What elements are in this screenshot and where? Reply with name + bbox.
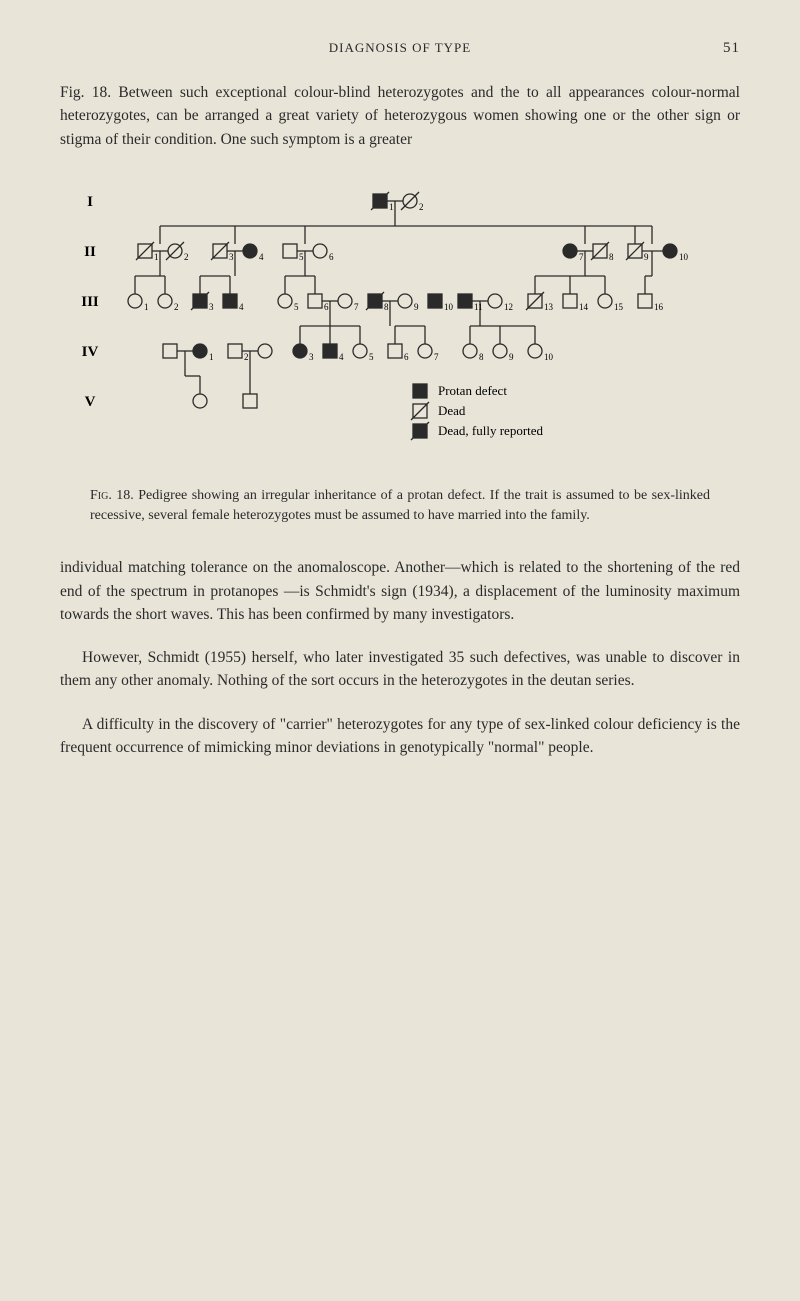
- svg-text:Dead: Dead: [438, 403, 466, 418]
- svg-text:3: 3: [229, 252, 234, 262]
- svg-text:7: 7: [434, 352, 439, 362]
- svg-text:Dead, fully reported: Dead, fully reported: [438, 423, 544, 438]
- svg-text:3: 3: [309, 352, 314, 362]
- svg-text:IV: IV: [82, 344, 99, 360]
- svg-text:II: II: [84, 244, 96, 260]
- paragraph-2: individual matching tolerance on the ano…: [60, 556, 740, 626]
- svg-text:6: 6: [404, 352, 409, 362]
- svg-text:6: 6: [324, 302, 329, 312]
- svg-text:2: 2: [419, 202, 424, 212]
- svg-text:3: 3: [209, 302, 214, 312]
- svg-text:2: 2: [244, 352, 249, 362]
- header-title: DIAGNOSIS OF TYPE: [329, 40, 471, 55]
- figure-caption: Fig. 18. Pedigree showing an irregular i…: [90, 486, 710, 527]
- svg-text:8: 8: [609, 252, 614, 262]
- svg-text:I: I: [87, 194, 93, 210]
- page-number: 51: [723, 40, 740, 57]
- svg-text:4: 4: [339, 352, 344, 362]
- svg-text:4: 4: [239, 302, 244, 312]
- svg-text:1: 1: [209, 352, 214, 362]
- svg-text:10: 10: [679, 252, 689, 262]
- svg-text:5: 5: [369, 352, 374, 362]
- page-header: DIAGNOSIS OF TYPE 51: [60, 40, 740, 56]
- svg-text:8: 8: [479, 352, 484, 362]
- svg-text:1: 1: [154, 252, 159, 262]
- svg-text:6: 6: [329, 252, 334, 262]
- svg-text:7: 7: [354, 302, 359, 312]
- svg-text:13: 13: [544, 302, 554, 312]
- svg-text:9: 9: [414, 302, 419, 312]
- svg-text:7: 7: [579, 252, 584, 262]
- svg-text:1: 1: [389, 202, 394, 212]
- svg-text:15: 15: [614, 302, 624, 312]
- svg-text:2: 2: [184, 252, 189, 262]
- svg-text:1: 1: [144, 302, 149, 312]
- paragraph-3: However, Schmidt (1955) herself, who lat…: [60, 646, 740, 693]
- svg-text:11: 11: [474, 302, 483, 312]
- svg-text:10: 10: [444, 302, 454, 312]
- svg-text:8: 8: [384, 302, 389, 312]
- caption-text: Pedigree showing an irregular inheritanc…: [90, 488, 710, 523]
- svg-text:10: 10: [544, 352, 554, 362]
- svg-text:5: 5: [299, 252, 304, 262]
- svg-text:12: 12: [504, 302, 513, 312]
- svg-text:16: 16: [654, 302, 664, 312]
- svg-text:2: 2: [174, 302, 179, 312]
- svg-text:9: 9: [509, 352, 514, 362]
- page-container: DIAGNOSIS OF TYPE 51 Fig. 18. Between su…: [0, 0, 800, 819]
- svg-text:Protan defect: Protan defect: [438, 383, 507, 398]
- svg-text:5: 5: [294, 302, 299, 312]
- svg-text:V: V: [85, 394, 96, 410]
- pedigree-svg: IIIIIIIVV1212345678910123456789101112131…: [60, 176, 740, 456]
- svg-text:4: 4: [259, 252, 264, 262]
- caption-label: Fig. 18.: [90, 488, 134, 503]
- svg-text:III: III: [81, 294, 99, 310]
- svg-text:9: 9: [644, 252, 649, 262]
- svg-text:14: 14: [579, 302, 589, 312]
- paragraph-1: Fig. 18. Between such exceptional colour…: [60, 81, 740, 151]
- paragraph-4: A difficulty in the discovery of "carrie…: [60, 713, 740, 760]
- pedigree-figure: IIIIIIIVV1212345678910123456789101112131…: [60, 176, 740, 461]
